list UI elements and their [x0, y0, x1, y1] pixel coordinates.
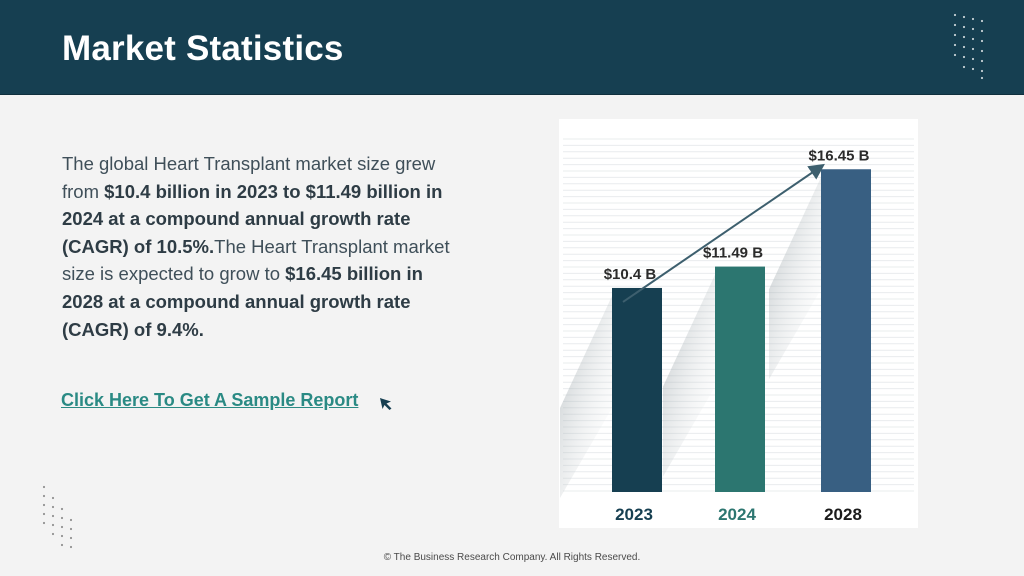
- bar-2024: [715, 266, 765, 492]
- description-text-2: The Heart Transplant market size is expe…: [62, 235, 450, 285]
- market-size-chart: $10.4 B $11.49 B $16.45 B 2023 2024 2028: [560, 138, 914, 524]
- description-highlight-1: $10.4 billion in 2023 to $11.49 billion …: [62, 180, 443, 257]
- decorative-dots-top: [953, 13, 984, 80]
- category-labels: 2023 2024 2028: [615, 505, 862, 524]
- trend-arrow: [622, 163, 825, 303]
- value-label-2024: $11.49 B: [703, 245, 763, 262]
- chart-bars: [612, 169, 871, 492]
- category-label-2024: 2024: [718, 505, 756, 524]
- bar-shadow: [560, 295, 612, 498]
- trend-arrow-line: [622, 163, 825, 303]
- copyright-footer: © The Business Research Company. All Rig…: [383, 552, 641, 563]
- value-label-2023: $10.4 B: [604, 266, 657, 283]
- market-description: The global Heart Transplant market size …: [62, 150, 452, 343]
- header-bar: Market Statistics: [0, 0, 1024, 95]
- bar-shadows: [560, 177, 821, 498]
- bar-2023: [612, 287, 662, 492]
- value-label-2028: $16.45 B: [809, 147, 870, 164]
- bar-shadow: [769, 177, 821, 380]
- bar-2028: [821, 169, 871, 492]
- page-title: Market Statistics: [62, 29, 344, 68]
- category-label-2028: 2028: [824, 505, 862, 524]
- category-label-2023: 2023: [615, 505, 653, 524]
- bar-shadow: [663, 274, 715, 477]
- description-highlight-2: $16.45 billion in 2028 at a compound ann…: [62, 263, 423, 340]
- cursor-arrow-icon: [380, 398, 392, 410]
- value-labels: $10.4 B $11.49 B $16.45 B: [604, 147, 870, 283]
- description-text-1: The global Heart Transplant market size …: [62, 153, 436, 202]
- sample-report-link[interactable]: Click Here To Get A Sample Report: [61, 390, 359, 410]
- chart-card: $10.4 B $11.49 B $16.45 B 2023 2024 2028: [559, 119, 918, 528]
- decorative-dots-bottom: [42, 485, 73, 549]
